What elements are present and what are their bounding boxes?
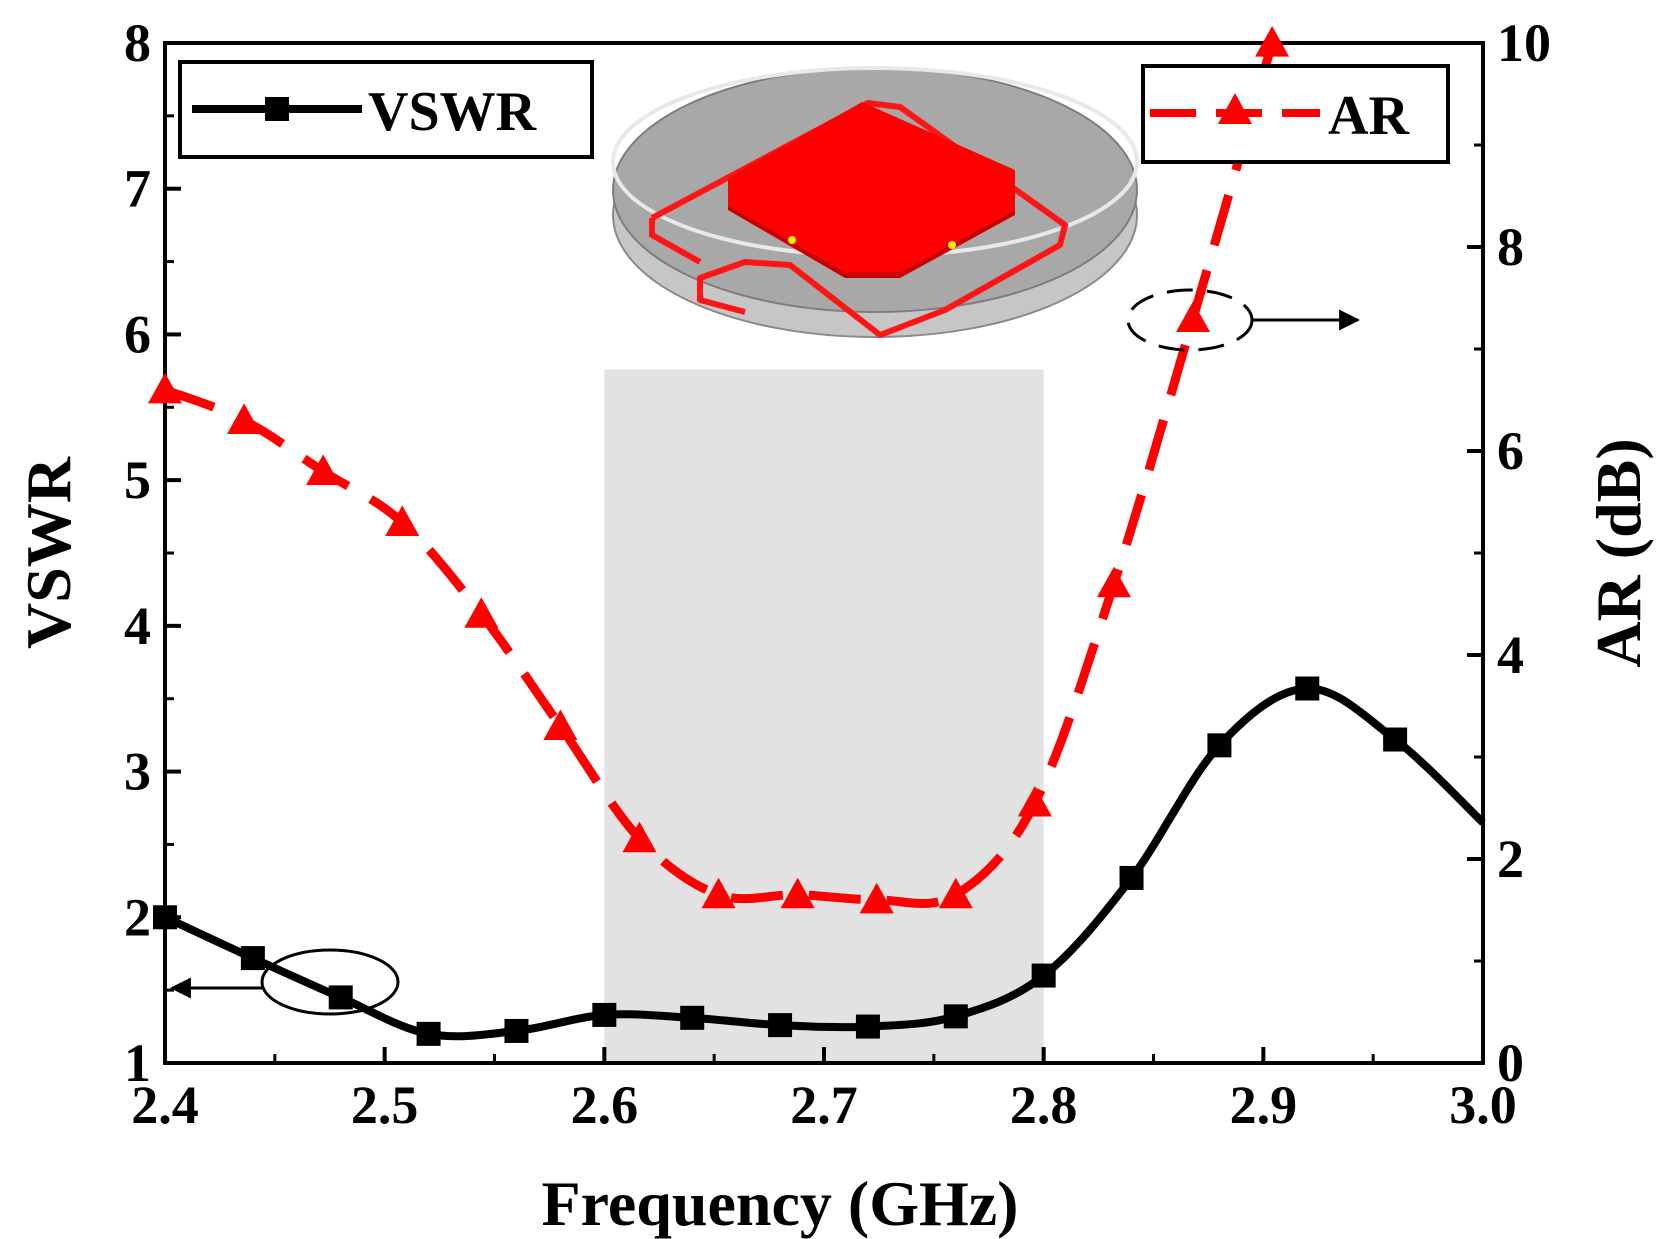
y2-tick-label: 0 <box>1497 1033 1524 1093</box>
legend-ar-label: AR <box>1328 85 1409 147</box>
ar-line <box>163 41 1277 908</box>
x-tick-label: 2.8 <box>1010 1075 1078 1135</box>
vswr-point <box>240 946 265 971</box>
y-axis-title: VSWR <box>13 456 84 649</box>
via-left <box>788 236 796 244</box>
vswr-point <box>504 1018 529 1043</box>
feed-network-trace <box>650 100 1068 338</box>
ar-point <box>1176 301 1211 332</box>
ar-point <box>385 505 420 536</box>
x-axis-title: Frequency (GHz) <box>542 1168 1019 1239</box>
vswr-point <box>1031 963 1056 988</box>
via-right <box>948 241 956 249</box>
radiating-patch <box>728 102 1015 272</box>
x-tick-label: 3.0 <box>1449 1075 1517 1135</box>
y-tick-label: 1 <box>124 1033 151 1093</box>
ar-point <box>1017 785 1052 817</box>
y-tick-label: 8 <box>124 13 151 73</box>
x-tick-label: 2.7 <box>790 1075 858 1135</box>
vswr-point <box>680 1005 705 1030</box>
ar-point <box>780 877 815 909</box>
ar-point <box>148 372 182 404</box>
x-tick-label: 2.6 <box>571 1075 639 1135</box>
y2-tick-label: 10 <box>1497 13 1551 73</box>
ar-point <box>622 821 657 853</box>
legend-vswr-label: VSWR <box>368 81 537 143</box>
x-axis: 2.4 2.5 2.6 2.7 2.8 2.9 3.0 <box>131 1047 1517 1135</box>
legend-vswr-marker <box>265 97 289 121</box>
ar-point <box>1096 566 1131 598</box>
vswr-axis-annotation <box>169 948 400 1016</box>
vswr-point <box>1295 676 1320 701</box>
x-tick-label: 2.5 <box>351 1075 419 1135</box>
ar-point <box>543 709 578 740</box>
vswr-point <box>768 1013 793 1038</box>
vswr-point <box>1207 733 1232 758</box>
y-tick-label: 3 <box>124 742 151 802</box>
y-tick-label: 7 <box>124 159 151 219</box>
vswr-point <box>943 1004 968 1029</box>
legend-ar-marker <box>1218 93 1252 124</box>
vswr-point <box>592 1002 617 1027</box>
y-tick-label: 6 <box>124 304 151 364</box>
feed-line-stub <box>649 218 702 265</box>
x-tick-label: 2.9 <box>1230 1075 1298 1135</box>
y-tick-label: 4 <box>124 596 151 656</box>
y-tick-label: 5 <box>124 450 151 510</box>
y2-tick-label: 6 <box>1497 421 1524 481</box>
ar-point <box>938 877 973 909</box>
vswr-point <box>328 985 353 1010</box>
vswr-point <box>153 905 177 930</box>
antenna-inset-image <box>611 66 1139 338</box>
y-axis-right: 0 2 4 6 8 10 <box>1467 13 1551 1093</box>
ar-axis-annotation <box>1126 288 1361 352</box>
vswr-point <box>855 1014 880 1039</box>
y2-tick-label: 4 <box>1497 625 1524 685</box>
shaded-band <box>604 369 1044 1063</box>
vswr-point <box>416 1021 441 1046</box>
legend-vswr: VSWR <box>178 60 594 159</box>
y2-tick-label: 8 <box>1497 217 1524 277</box>
legend-ar: AR <box>1141 64 1450 164</box>
y2-tick-label: 2 <box>1497 829 1524 889</box>
ar-point <box>306 454 341 485</box>
y2-axis-title: AR (dB) <box>1583 438 1654 667</box>
ar-point <box>1255 26 1290 57</box>
ar-point <box>859 882 894 914</box>
vswr-annotation-ellipse <box>260 948 400 1016</box>
ar-point <box>464 597 499 628</box>
patch-shadow <box>728 205 1015 278</box>
y-tick-label: 2 <box>124 887 151 947</box>
ar-point <box>227 403 262 434</box>
vswr-point <box>1119 865 1144 890</box>
vswr-point <box>1383 727 1408 752</box>
ar-series <box>148 26 1290 914</box>
y-axis-left: 1 2 3 4 5 6 7 8 <box>124 13 181 1093</box>
vswr-series <box>153 676 1486 1046</box>
x-tick-label: 2.4 <box>131 1075 199 1135</box>
ar-point <box>701 877 736 909</box>
